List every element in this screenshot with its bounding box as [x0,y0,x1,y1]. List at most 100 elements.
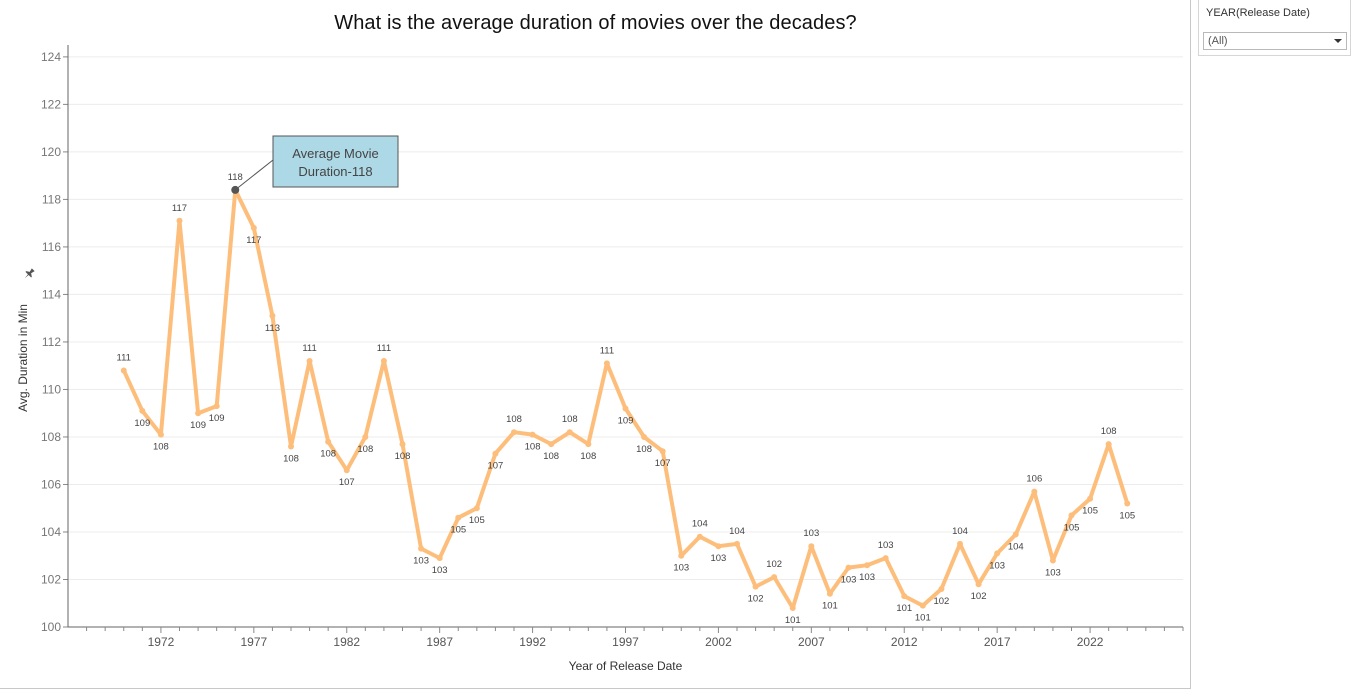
filter-selected-value: (All) [1208,35,1228,47]
data-label: 109 [190,420,206,431]
x-tick-label: 2012 [891,635,918,649]
data-label: 108 [543,451,559,462]
data-label: 103 [859,572,875,583]
data-label: 108 [320,449,336,460]
data-label: 103 [803,528,819,539]
data-label: 101 [785,615,801,626]
data-label: 108 [1101,426,1117,437]
data-point [734,540,740,547]
data-label: 107 [487,461,503,472]
data-label: 101 [822,601,838,612]
data-point [1012,531,1019,538]
data-label: 108 [562,414,578,425]
data-label: 101 [915,613,931,624]
data-label: 108 [283,453,299,464]
data-label: 102 [933,596,949,607]
data-point [139,407,146,414]
data-label: 111 [600,345,614,356]
data-point [864,562,871,569]
data-point [157,431,164,438]
data-point [213,403,220,410]
x-tick-label: 1987 [426,635,453,649]
year-filter-dropdown[interactable]: (All) [1203,32,1347,50]
data-point [789,604,796,611]
data-label: 117 [172,203,187,214]
data-label: 103 [878,540,894,551]
data-label: 106 [1026,474,1042,485]
data-point [120,367,127,374]
data-label: 105 [469,515,485,526]
data-point [176,217,183,224]
data-label: 105 [450,525,466,536]
data-label: 104 [952,526,968,537]
annotation-box [272,135,399,188]
data-point [715,543,722,550]
data-label: 113 [265,323,280,334]
data-label: 108 [395,451,411,462]
data-point [548,441,555,448]
pin-icon[interactable] [22,267,36,281]
data-point [603,360,610,367]
data-point [1031,488,1038,495]
data-point [288,443,294,450]
data-point [1105,441,1112,448]
data-label: 108 [525,442,541,453]
data-label: 103 [710,553,726,564]
annotation-text-line2: Duration-118 [298,164,372,179]
x-tick-label: 1977 [240,635,267,649]
y-tick-label: 102 [41,572,61,586]
data-label: 108 [506,414,522,425]
data-point [975,581,982,588]
data-point [399,441,406,448]
data-point [325,438,332,445]
pin-icon-shape [24,268,35,279]
data-label: 105 [1119,510,1135,521]
data-label: 103 [673,563,689,574]
data-point [752,583,759,590]
data-point [455,514,462,521]
data-label: 103 [841,575,857,586]
year-filter-panel: YEAR(Release Date) (All) [1198,0,1351,56]
y-tick-label: 112 [42,335,61,349]
annotation-leader-line [234,159,274,191]
y-tick-label: 118 [42,192,61,206]
data-label: 109 [134,418,150,429]
x-tick-label: 1992 [519,635,546,649]
data-point [826,590,833,597]
y-tick-label: 110 [42,382,61,396]
y-tick-label: 108 [41,430,61,444]
data-point [919,602,926,609]
y-tick-label: 100 [41,620,61,634]
data-point [622,405,629,412]
data-label: 107 [339,477,355,488]
data-label: 103 [1045,567,1061,578]
data-point [343,467,350,474]
data-point [436,555,443,562]
data-point [641,433,648,440]
data-label: 102 [748,594,764,605]
data-label: 111 [302,343,316,354]
data-label: 103 [989,560,1005,571]
data-label: 104 [1008,541,1024,552]
x-tick-label: 2007 [798,635,825,649]
data-point [1124,500,1131,507]
data-label: 118 [228,172,243,183]
data-point [845,564,852,571]
line-chart: 100 102 104 106 108 110 112 114 116 118 120 122 124 1… [16,45,1184,673]
data-label: 111 [117,352,131,363]
y-tick-label: 122 [41,97,61,111]
data-point [529,431,536,438]
data-label: 109 [209,413,225,424]
data-point [808,543,815,550]
data-point [659,448,666,455]
data-point [678,552,685,559]
x-axis-title: Year of Release Date [569,659,683,673]
data-label: 109 [618,415,634,426]
filter-title: YEAR(Release Date) [1206,7,1310,19]
data-label: 104 [692,519,708,530]
chevron-down-icon[interactable] [1329,33,1346,49]
data-point [380,357,387,364]
data-point [1068,512,1075,519]
data-label: 102 [766,559,782,570]
data-point [1087,495,1094,502]
